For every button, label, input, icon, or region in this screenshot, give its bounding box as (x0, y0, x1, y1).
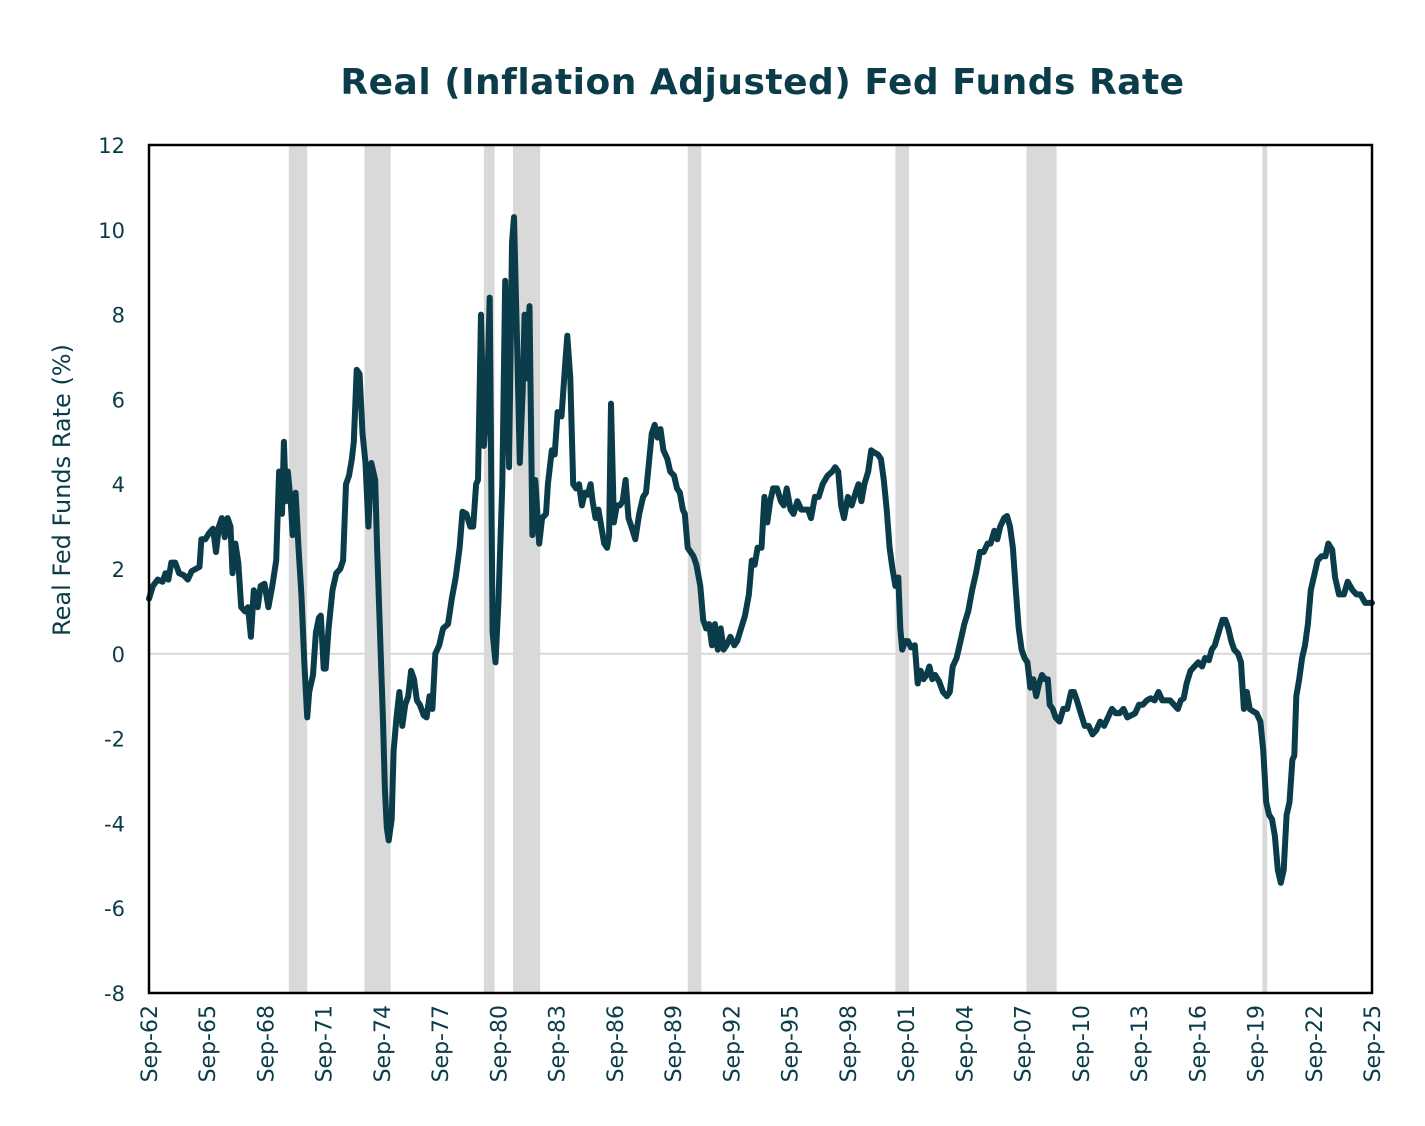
y-tick-label: 0 (112, 643, 125, 667)
x-tick-label: Sep-83 (546, 1005, 571, 1082)
chart-title: Real (Inflation Adjusted) Fed Funds Rate (340, 62, 1185, 103)
series-line (146, 214, 1375, 886)
plot-frame (147, 143, 1374, 995)
x-tick-label: Sep-01 (895, 1005, 920, 1082)
y-tick-label: -6 (104, 897, 125, 921)
y-tick-label: 10 (98, 219, 125, 243)
x-tick-label: Sep-19 (1245, 1005, 1270, 1082)
x-tick-label: Sep-86 (604, 1005, 629, 1082)
y-tick-label: -4 (104, 812, 125, 836)
x-axis-ticks: Sep-62 Sep-65 Sep-68 Sep-71 Sep-74 Sep-77 Sep-… (138, 1005, 1386, 1082)
y-tick-label: -2 (104, 728, 125, 752)
y-axis-ticks: 12 10 8 6 4 2 0 -2 -4 -6 -8 (98, 134, 125, 1006)
x-tick-label: Sep-80 (487, 1005, 512, 1082)
x-tick-label: Sep-68 (254, 1005, 279, 1082)
y-tick-label: -8 (104, 982, 125, 1006)
recession-band (1262, 145, 1268, 993)
x-tick-label: Sep-04 (953, 1005, 978, 1082)
x-tick-label: Sep-74 (371, 1005, 396, 1082)
recession-band (895, 145, 910, 993)
x-tick-label: Sep-16 (1186, 1005, 1211, 1082)
x-tick-label: Sep-07 (1012, 1005, 1037, 1082)
recession-bands (288, 145, 1268, 993)
x-tick-label: Sep-77 (429, 1005, 454, 1082)
y-tick-label: 12 (98, 134, 125, 158)
x-tick-label: Sep-22 (1303, 1005, 1328, 1082)
recession-band (1026, 145, 1057, 993)
y-tick-label: 6 (112, 388, 125, 412)
x-tick-label: Sep-62 (138, 1005, 163, 1082)
x-tick-label: Sep-98 (837, 1005, 862, 1082)
x-tick-label: Sep-89 (662, 1005, 687, 1082)
x-tick-label: Sep-13 (1128, 1005, 1153, 1082)
y-tick-label: 2 (112, 558, 125, 582)
x-tick-label: Sep-95 (779, 1005, 804, 1082)
x-tick-label: Sep-71 (313, 1005, 338, 1082)
x-tick-label: Sep-92 (720, 1005, 745, 1082)
x-tick-label: Sep-10 (1070, 1005, 1095, 1082)
y-tick-label: 8 (112, 304, 125, 328)
x-tick-label: Sep-65 (196, 1005, 221, 1082)
y-tick-label: 4 (112, 473, 125, 497)
x-tick-label: Sep-25 (1361, 1005, 1386, 1082)
